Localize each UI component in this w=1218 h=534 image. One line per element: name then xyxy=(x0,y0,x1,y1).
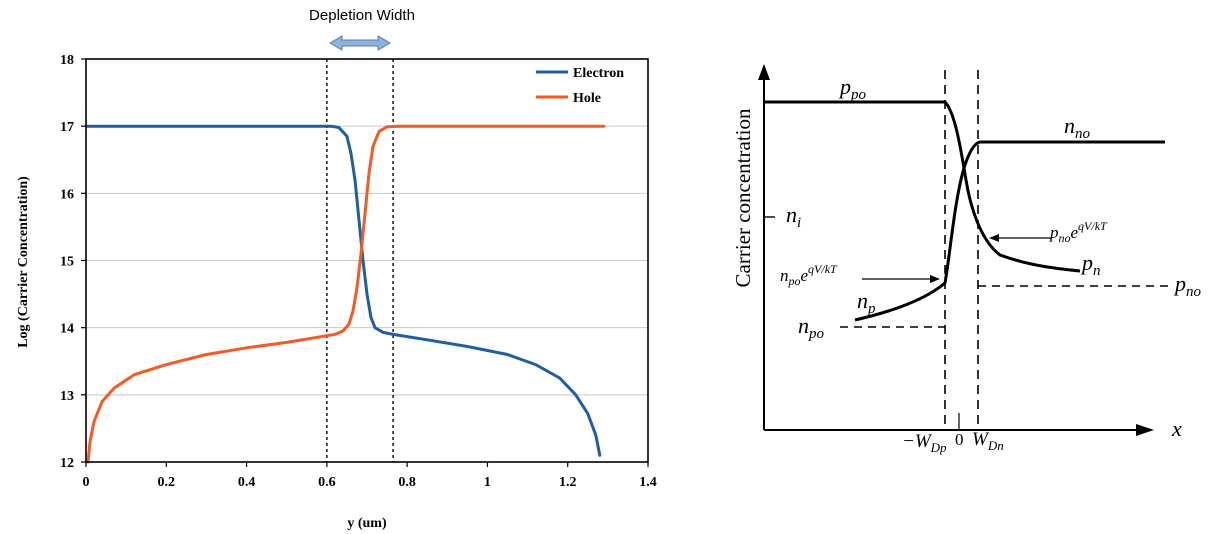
x-tick-label: 0.4 xyxy=(238,475,256,490)
y-tick-label: 18 xyxy=(60,53,74,68)
y-tick-label: 17 xyxy=(60,120,74,135)
x-tick-wdn: WDn xyxy=(972,429,1004,453)
y-axis-title: Log (Carrier Concentration) xyxy=(16,176,31,348)
label-pn: pn xyxy=(1080,250,1101,279)
x-axis-arrowhead xyxy=(1136,424,1154,436)
y-tick-label: 13 xyxy=(60,389,74,404)
x-axis-title: x xyxy=(1171,416,1182,441)
x-tick-label: 0.2 xyxy=(158,475,176,490)
series-electron-line xyxy=(84,124,602,457)
series-lines xyxy=(84,124,606,464)
x-tick-label: 1 xyxy=(484,475,491,490)
legend: Electron Hole xyxy=(536,66,624,106)
label-ni: ni xyxy=(786,202,801,231)
label-nno: nno xyxy=(1064,113,1091,142)
x-tick-label: 1.2 xyxy=(559,475,577,490)
x-tick-label: 0 xyxy=(83,475,90,490)
x-axis-title: y (um) xyxy=(347,516,387,531)
x-tick-label: 1.4 xyxy=(639,475,657,490)
label-ppo: ppo xyxy=(838,74,867,103)
hole-concentration-curve xyxy=(764,100,1081,273)
depletion-width-arrow xyxy=(329,35,391,51)
electron-concentration-curve xyxy=(854,140,1165,322)
label-pno-exp: pnoeqV/kT xyxy=(1049,219,1108,245)
y-axis-arrowhead xyxy=(758,64,770,80)
y-tick-label: 14 xyxy=(60,322,74,337)
pno-exp-arrowhead xyxy=(989,234,999,242)
theoretical-carrier-diagram: Carrier concentration x −WDp 0 WDn ppo n… xyxy=(731,64,1202,455)
depletion-width-label: Depletion Width xyxy=(309,7,415,24)
horizontal-gridlines xyxy=(86,125,648,396)
simulated-carrier-chart: Depletion Width 0 0.2 0.4 0.6 0.8 1 1.2 1.4 121… xyxy=(16,7,657,531)
legend-hole-label: Hole xyxy=(573,91,601,106)
y-tick-label: 15 xyxy=(60,255,74,270)
y-tick-label: 12 xyxy=(60,456,74,471)
label-pno: pno xyxy=(1173,271,1202,300)
y-axis-title: Carrier concentration xyxy=(731,108,755,287)
x-tick-label: 0.6 xyxy=(318,475,336,490)
label-np: np xyxy=(857,288,876,317)
series-hole-line xyxy=(86,124,606,464)
y-tick-label: 16 xyxy=(60,187,74,202)
x-tick-neg-wdp: −WDp xyxy=(902,431,947,455)
legend-electron-label: Electron xyxy=(573,66,624,81)
x-tick-label: 0.8 xyxy=(398,475,416,490)
x-tick-labels: 0 0.2 0.4 0.6 0.8 1 1.2 1.4 xyxy=(83,462,657,490)
y-tick-labels: 12 13 14 15 16 17 18 xyxy=(60,53,86,471)
x-tick-zero: 0 xyxy=(955,430,964,449)
label-npo: npo xyxy=(798,313,825,342)
npo-exp-arrowhead xyxy=(930,275,940,283)
label-npo-exp: npoeqV/kT xyxy=(780,262,838,288)
